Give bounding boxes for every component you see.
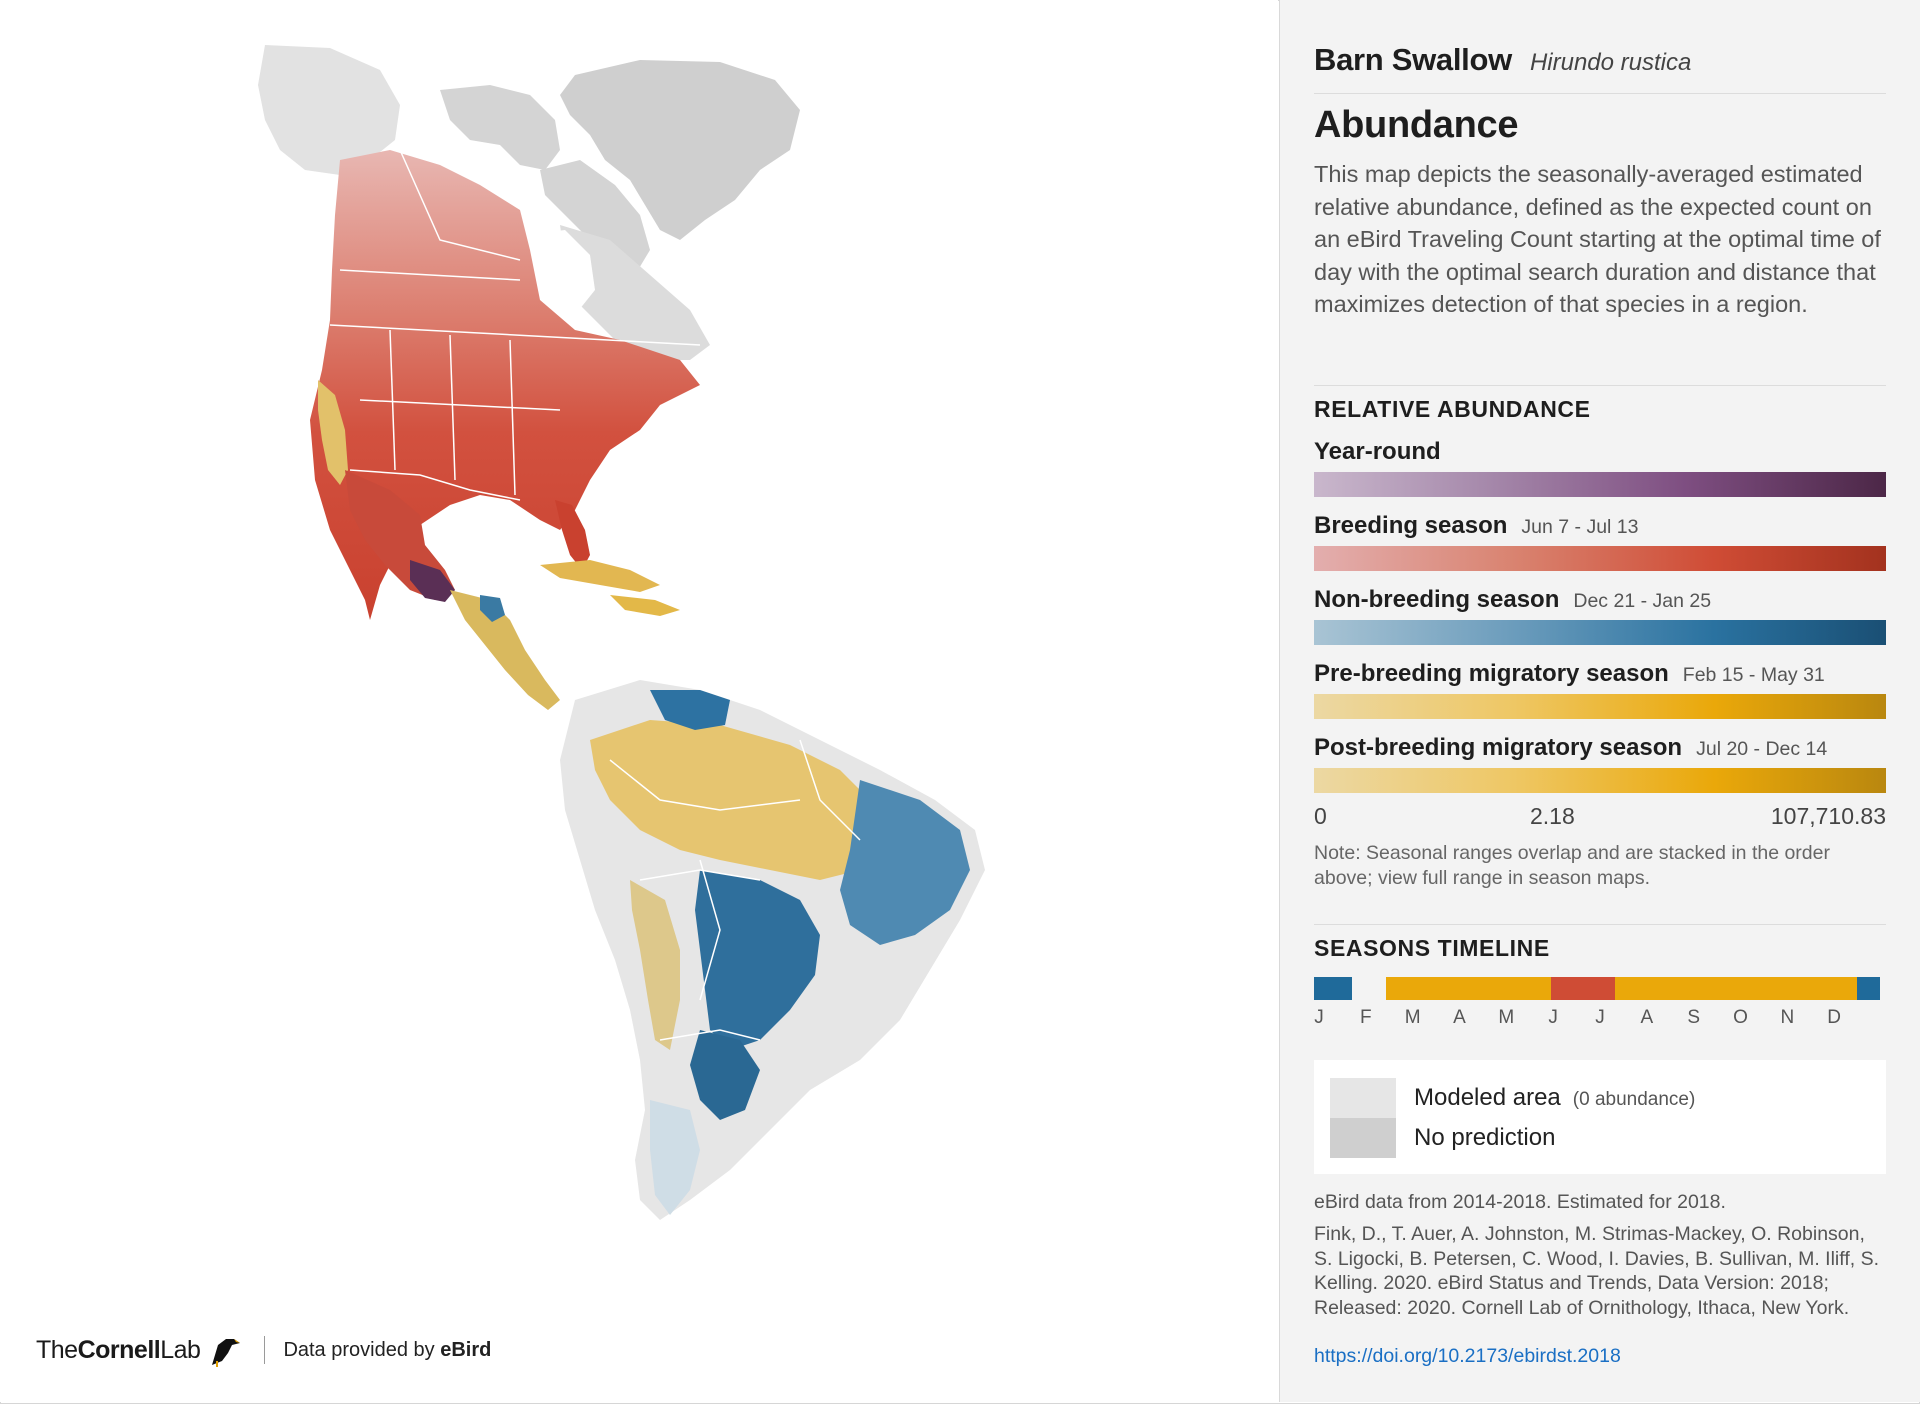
greenland-shape bbox=[560, 60, 800, 240]
central-america-nonbreeding bbox=[480, 595, 505, 622]
timeline-segment-post-breeding bbox=[1614, 977, 1858, 1000]
western-migration-fringe bbox=[318, 380, 348, 485]
post-breeding-color-bar bbox=[1314, 768, 1886, 793]
timeline-month-label: J bbox=[1314, 1007, 1324, 1028]
season-label: Year-round bbox=[1314, 438, 1441, 465]
mexico-yearround bbox=[410, 560, 455, 602]
modeled-area-swatch bbox=[1330, 1078, 1396, 1118]
season-pre-breeding: Pre-breeding migratory season Feb 15 - M… bbox=[1314, 660, 1886, 688]
season-dates: Dec 21 - Jan 25 bbox=[1573, 590, 1712, 612]
season-dates: Jul 20 - Dec 14 bbox=[1696, 738, 1828, 760]
map-area[interactable]: The Cornell Lab Data provided by eBird bbox=[0, 0, 1278, 1402]
amazon-migration-range bbox=[590, 720, 880, 880]
venezuela-nonbreeding bbox=[650, 690, 730, 730]
seasons-timeline bbox=[1314, 977, 1886, 1000]
brand-separator bbox=[264, 1336, 266, 1364]
scale-min: 0 bbox=[1314, 803, 1327, 829]
timeline-month-label: A bbox=[1640, 1007, 1654, 1028]
relative-abundance-heading: RELATIVE ABUNDANCE bbox=[1314, 396, 1591, 422]
divider bbox=[1314, 924, 1886, 925]
central-america-range bbox=[450, 590, 560, 710]
season-dates: Jun 7 - Jul 13 bbox=[1521, 516, 1639, 538]
info-panel: Barn Swallow Hirundo rustica Abundance T… bbox=[1279, 0, 1920, 1402]
breeding-color-bar bbox=[1314, 546, 1886, 571]
hispaniola-range bbox=[610, 595, 680, 616]
no-prediction-label: No prediction bbox=[1414, 1124, 1556, 1151]
timeline-segment-non-breeding bbox=[1857, 977, 1881, 1000]
citation-text: Fink, D., T. Auer, A. Johnston, M. Strim… bbox=[1314, 1223, 1880, 1319]
data-provided-text: Data provided by eBird bbox=[283, 1339, 491, 1362]
timeline-month-label: A bbox=[1453, 1007, 1466, 1028]
alaska-shape bbox=[258, 45, 400, 175]
timeline-month-label: J bbox=[1548, 1007, 1558, 1028]
divider bbox=[1314, 93, 1886, 94]
brand-the: The bbox=[36, 1335, 78, 1364]
no-prediction-swatch bbox=[1330, 1118, 1396, 1158]
divider bbox=[1314, 385, 1886, 386]
season-breeding: Breeding season Jun 7 - Jul 13 bbox=[1314, 512, 1886, 540]
season-label: Pre-breeding migratory season bbox=[1314, 660, 1669, 687]
section-description: This map depicts the seasonally-averaged… bbox=[1314, 161, 1881, 317]
overlap-note: Note: Seasonal ranges overlap and are st… bbox=[1314, 842, 1830, 889]
map-legend: Modeled area (0 abundance) No prediction bbox=[1314, 1060, 1886, 1174]
cornell-bird-logo-icon bbox=[212, 1339, 241, 1367]
political-borders bbox=[329, 149, 861, 1041]
species-header: Barn Swallow Hirundo rustica bbox=[1314, 42, 1886, 78]
brazil-nonbreeding bbox=[840, 780, 970, 945]
season-label: Non-breeding season bbox=[1314, 586, 1560, 613]
season-label: Post-breeding migratory season bbox=[1314, 734, 1683, 761]
range-map[interactable] bbox=[0, 0, 1278, 1402]
seasons-timeline-heading: SEASONS TIMELINE bbox=[1314, 935, 1550, 961]
arctic-islands-shape bbox=[440, 85, 560, 170]
abundance-scale: 0 2.18 107,710.83 bbox=[1314, 803, 1886, 833]
pampas-nonbreeding bbox=[690, 1030, 760, 1120]
ebird-brand[interactable]: eBird bbox=[440, 1338, 492, 1361]
florida-range bbox=[555, 500, 590, 570]
timeline-month-label: M bbox=[1498, 1007, 1515, 1028]
common-name: Barn Swallow bbox=[1314, 42, 1512, 77]
season-year-round: Year-round bbox=[1314, 438, 1886, 466]
north-america-breeding-range bbox=[310, 150, 700, 620]
brand-cornell: Cornell bbox=[77, 1335, 161, 1364]
timeline-segment-breeding bbox=[1550, 977, 1615, 1000]
scientific-name: Hirundo rustica bbox=[1529, 49, 1692, 76]
season-label: Breeding season bbox=[1314, 512, 1508, 539]
non-breeding-color-bar bbox=[1314, 620, 1886, 645]
brand-lab: Lab bbox=[160, 1335, 201, 1364]
scale-mid: 2.18 bbox=[1530, 803, 1575, 829]
season-post-breeding: Post-breeding migratory season Jul 20 - … bbox=[1314, 734, 1886, 762]
modeled-area-sub: (0 abundance) bbox=[1572, 1089, 1696, 1110]
timeline-month-label: F bbox=[1360, 1007, 1372, 1028]
season-non-breeding: Non-breeding season Dec 21 - Jan 25 bbox=[1314, 586, 1886, 614]
andes-migration-range bbox=[630, 880, 680, 1050]
cuba-range bbox=[540, 560, 660, 592]
pre-breeding-color-bar bbox=[1314, 694, 1886, 719]
timeline-month-label: J bbox=[1595, 1007, 1605, 1028]
timeline-month-label: D bbox=[1827, 1007, 1842, 1028]
timeline-month-label: O bbox=[1733, 1007, 1748, 1028]
timeline-segment-pre-breeding bbox=[1385, 977, 1551, 1000]
scale-max: 107,710.83 bbox=[1770, 803, 1886, 829]
section-title: Abundance bbox=[1314, 104, 1519, 146]
data-years-text: eBird data from 2014-2018. Estimated for… bbox=[1314, 1191, 1726, 1213]
timeline-month-label: M bbox=[1404, 1007, 1421, 1028]
central-sa-nonbreeding bbox=[695, 870, 820, 1050]
brand-footer: The Cornell Lab Data provided by eBird bbox=[36, 1330, 491, 1370]
modeled-area-legend: Modeled area (0 abundance) bbox=[1414, 1084, 1695, 1112]
data-provided-prefix: Data provided by bbox=[283, 1338, 435, 1361]
baffin-island-shape bbox=[540, 160, 650, 275]
season-dates: Feb 15 - May 31 bbox=[1682, 664, 1825, 686]
modeled-area-label: Modeled area bbox=[1414, 1084, 1561, 1111]
timeline-month-label: N bbox=[1780, 1007, 1795, 1028]
timeline-segment-non-breeding bbox=[1314, 977, 1352, 1000]
patagonia-range bbox=[650, 1100, 700, 1215]
year-round-color-bar bbox=[1314, 472, 1886, 497]
doi-link[interactable]: https://doi.org/10.2173/ebirdst.2018 bbox=[1314, 1345, 1621, 1367]
timeline-month-label: S bbox=[1687, 1007, 1700, 1028]
labrador-shape bbox=[560, 225, 710, 360]
